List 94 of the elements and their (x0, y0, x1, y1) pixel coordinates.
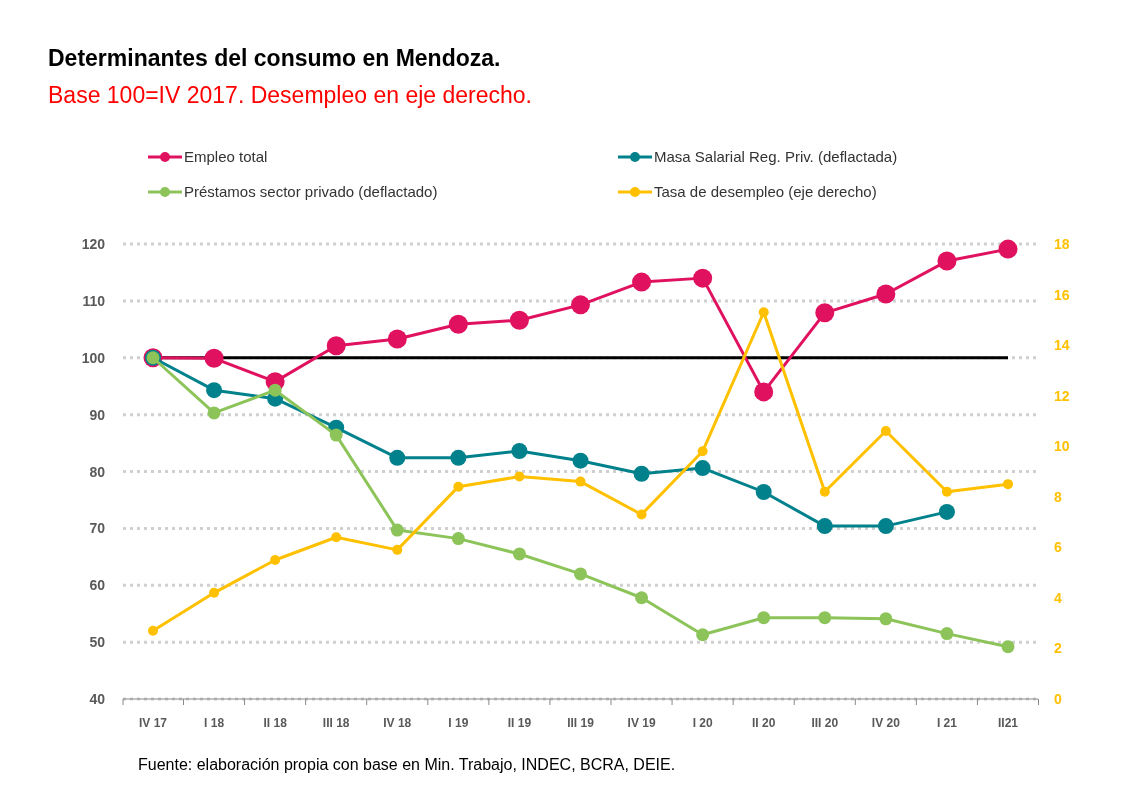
point (268, 383, 282, 397)
point (514, 471, 525, 482)
legend-label: Empleo total (184, 148, 268, 165)
point (571, 295, 590, 315)
point (511, 443, 528, 460)
legend-label: Tasa de desempleo (eje derecho) (654, 183, 877, 200)
point (636, 509, 647, 520)
point (207, 406, 221, 420)
point (696, 628, 710, 642)
point (937, 251, 957, 271)
point (389, 449, 406, 466)
x-tick-label: IV 19 (627, 716, 656, 730)
point (818, 611, 832, 625)
x-tick-label: II21 (997, 716, 1019, 730)
point (633, 465, 650, 482)
point (392, 544, 403, 555)
point (816, 518, 833, 535)
point (509, 310, 529, 330)
point (938, 503, 955, 520)
point (448, 314, 468, 334)
point (329, 428, 343, 442)
point (758, 307, 769, 318)
y2-tick-label: 12 (1054, 387, 1070, 404)
point (879, 612, 893, 626)
point (941, 486, 952, 497)
point (209, 587, 220, 598)
point (635, 591, 649, 605)
legend-label: Masa Salarial Reg. Priv. (deflactada) (654, 148, 898, 165)
point (453, 481, 464, 492)
y-tick-label: 70 (89, 520, 106, 537)
point (880, 426, 891, 437)
point (575, 476, 586, 487)
x-tick-label: II 20 (752, 716, 776, 730)
point (697, 446, 708, 457)
x-tick-label: I 19 (448, 716, 469, 730)
point (450, 449, 467, 466)
x-tick-label: III 19 (567, 716, 595, 730)
point (754, 382, 774, 402)
x-tick-label: I 18 (204, 716, 225, 730)
point (206, 382, 223, 399)
point (512, 547, 526, 561)
chart-subtitle: Base 100=IV 2017. Desempleo en eje derecho. (48, 82, 532, 108)
point (331, 532, 342, 543)
y2-tick-label: 10 (1054, 438, 1070, 455)
y2-tick-label: 14 (1054, 337, 1070, 354)
x-tick-label: III 20 (811, 716, 839, 730)
source-note: Fuente: elaboración propia con base en Min. Trabajo, INDEC, BCRA, DEIE. (138, 756, 676, 773)
y-tick-label: 60 (89, 577, 106, 594)
y-tick-label: 120 (81, 236, 106, 252)
point (819, 486, 830, 497)
y-tick-label: 80 (89, 463, 106, 480)
y2-tick-label: 18 (1054, 236, 1070, 252)
point (390, 523, 404, 537)
point (148, 625, 158, 636)
point (574, 567, 587, 581)
point (940, 627, 954, 641)
point (755, 483, 772, 500)
point (451, 532, 465, 546)
y2-tick-label: 0 (1054, 691, 1062, 707)
point (876, 284, 896, 304)
y-tick-label: 90 (89, 406, 106, 423)
x-tick-label: II 18 (263, 716, 288, 730)
y2-tick-label: 8 (1054, 488, 1062, 505)
point (877, 518, 894, 535)
y2-tick-label: 6 (1054, 539, 1062, 556)
x-tick-label: IV 18 (383, 716, 412, 730)
point (326, 336, 346, 356)
legend-label: Préstamos sector privado (deflactado) (184, 183, 438, 200)
x-tick-label: II 19 (507, 716, 532, 730)
x-tick-label: I 21 (936, 716, 958, 730)
x-tick-label: I 20 (692, 716, 713, 730)
chart-title: Determinantes del consumo en Mendoza. (48, 45, 501, 71)
x-tick-label: IV 17 (138, 716, 168, 730)
point (204, 348, 224, 368)
y-tick-label: 50 (89, 634, 106, 651)
point (572, 452, 589, 469)
point (1001, 640, 1015, 654)
point (270, 554, 281, 565)
point (998, 239, 1018, 259)
point (693, 268, 713, 288)
point (1003, 479, 1013, 490)
y2-tick-label: 2 (1054, 640, 1062, 657)
y2-tick-label: 16 (1054, 286, 1070, 303)
y-tick-label: 40 (89, 691, 106, 707)
y-tick-label: 110 (82, 292, 106, 309)
y-tick-label: 100 (81, 349, 106, 366)
x-tick-label: III 18 (322, 716, 350, 730)
point (387, 329, 407, 349)
point (632, 272, 652, 292)
y2-tick-label: 4 (1054, 589, 1062, 606)
x-tick-label: IV 20 (871, 716, 901, 730)
point (815, 303, 835, 323)
point (694, 460, 711, 477)
point (757, 611, 771, 625)
